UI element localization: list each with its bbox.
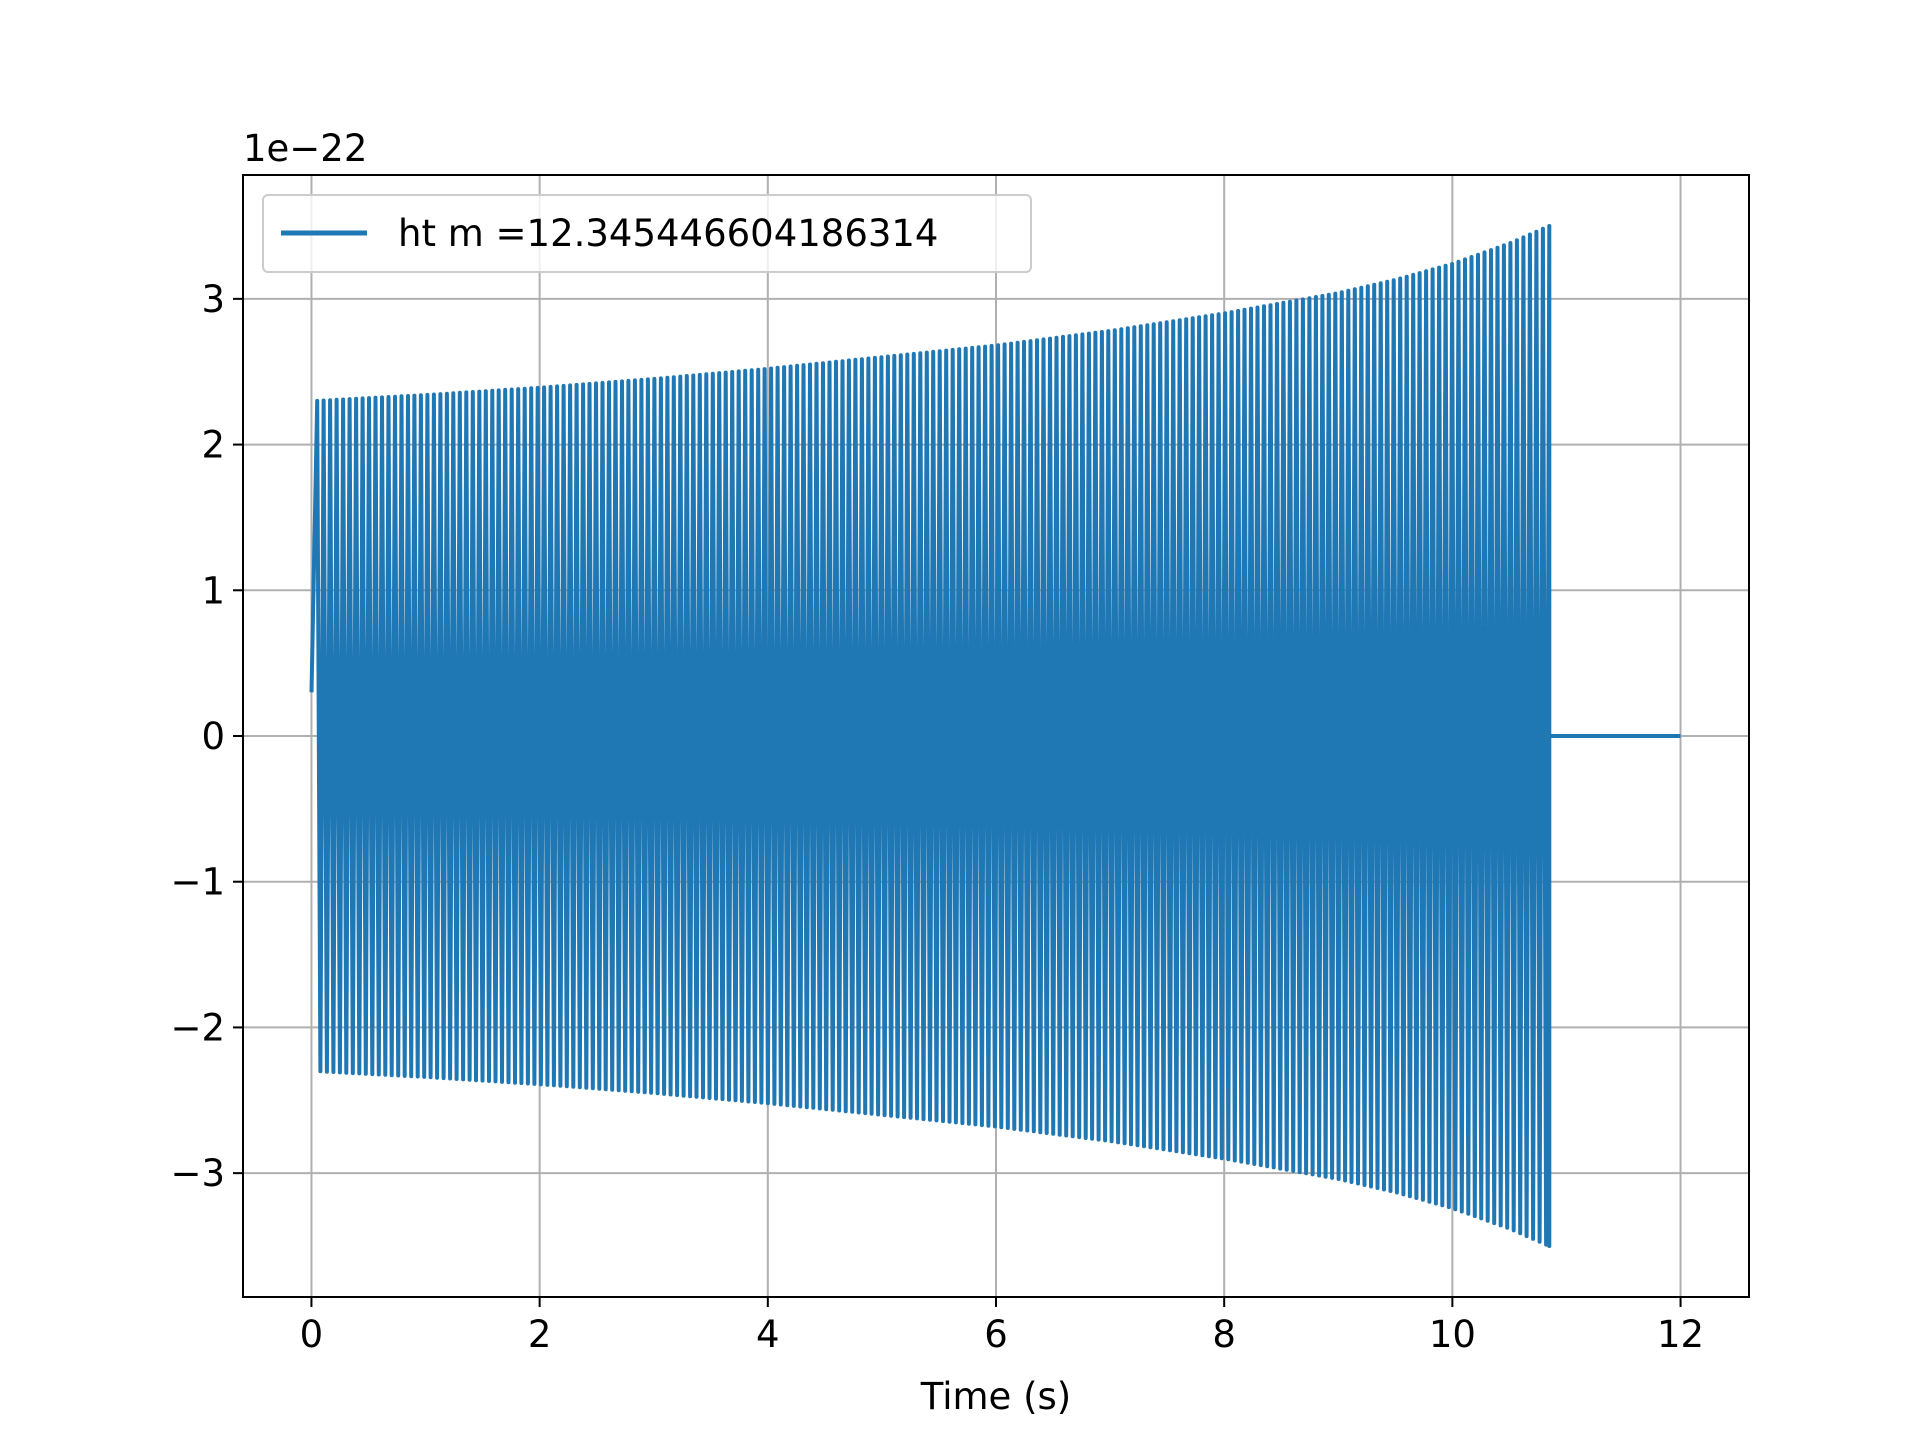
y-axis-offset-text: 1e−22: [243, 127, 367, 170]
x-tick-label: 10: [1429, 1313, 1476, 1356]
x-tick-label: 4: [756, 1313, 780, 1356]
y-tick-label: 1: [201, 569, 225, 612]
legend-box: [262, 194, 1032, 273]
y-tick-label: −1: [170, 861, 225, 904]
x-tick-label: 2: [528, 1313, 552, 1356]
x-tick-label: 0: [300, 1313, 324, 1356]
legend-label-ht: ht m =12.345446604186314: [398, 212, 938, 255]
x-tick-label: 8: [1212, 1313, 1236, 1356]
y-tick-label: −3: [170, 1152, 225, 1195]
y-tick-label: 2: [201, 424, 225, 467]
x-tick-label: 12: [1657, 1313, 1704, 1356]
series-line-ht: [309, 224, 1681, 1248]
y-tick-label: −2: [170, 1006, 225, 1049]
series-layer: [309, 224, 1681, 1248]
y-tick-label: 3: [201, 278, 225, 321]
y-tick-label: 0: [201, 715, 225, 758]
x-tick-label: 6: [984, 1313, 1008, 1356]
legend: ht m =12.345446604186314: [262, 194, 1032, 273]
x-axis-label: Time (s): [920, 1375, 1071, 1418]
